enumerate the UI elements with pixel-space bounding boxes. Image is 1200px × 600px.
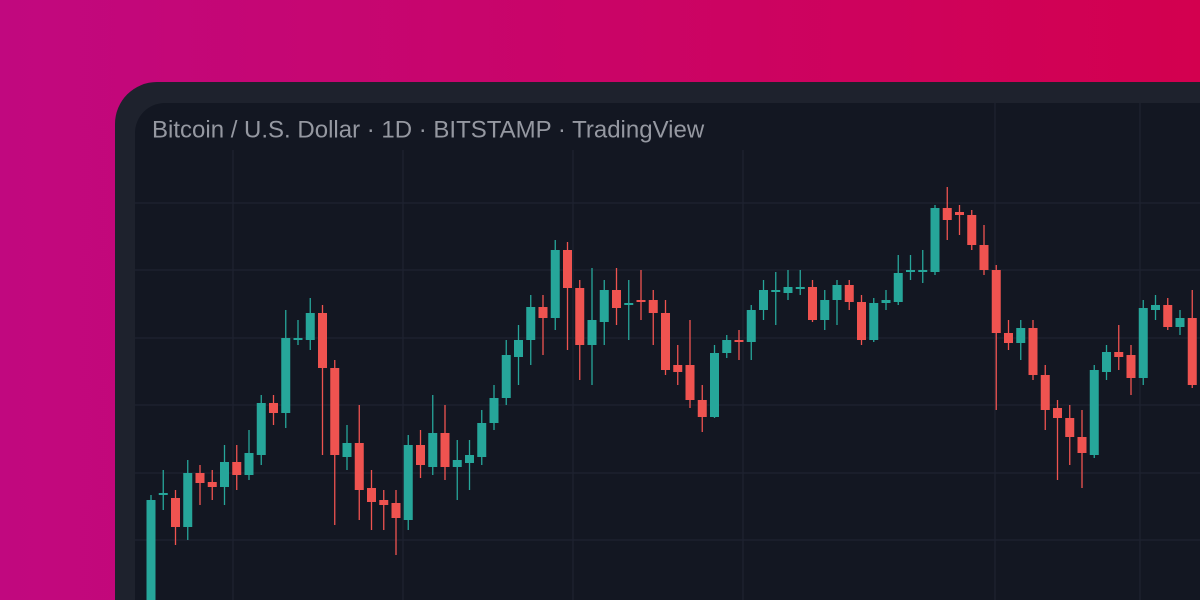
candles	[146, 187, 1197, 600]
candle-body	[183, 473, 193, 527]
candle-body	[991, 270, 1001, 333]
candle-body	[465, 455, 474, 463]
candle-body	[330, 368, 340, 455]
candle-body	[624, 303, 634, 305]
candle-body	[820, 300, 830, 320]
candle-body	[942, 208, 952, 220]
candle-body	[697, 400, 707, 417]
candle-body	[501, 355, 511, 398]
candle-body	[599, 290, 609, 322]
candle-body	[428, 433, 438, 467]
candle-body	[661, 313, 670, 370]
candle-body	[869, 303, 879, 340]
candle-body	[967, 215, 977, 245]
candle-body	[1138, 308, 1148, 378]
candle-body	[281, 338, 291, 413]
candle-body	[1102, 352, 1111, 372]
candle-body	[158, 493, 168, 495]
candle-body	[575, 288, 585, 345]
grid	[135, 103, 1200, 600]
candle-body	[930, 208, 940, 272]
candle-body	[318, 313, 327, 368]
candle-body	[171, 498, 180, 527]
candle-body	[673, 365, 683, 372]
candle-body	[232, 462, 242, 475]
candle-body	[746, 310, 756, 342]
candle-body	[1163, 305, 1173, 327]
candle-body	[1040, 375, 1050, 410]
candle-body	[857, 302, 866, 340]
candle-body	[440, 433, 450, 467]
candle-body	[207, 482, 217, 487]
candle-body	[1089, 370, 1099, 455]
candle-body	[477, 423, 487, 457]
candle-body	[612, 290, 621, 308]
chart-title: Bitcoin / U.S. Dollar · 1D · BITSTAMP · …	[152, 116, 705, 143]
candle-body	[489, 398, 499, 423]
candle-body	[795, 287, 805, 289]
candle-body	[685, 365, 695, 400]
candle-body	[955, 212, 964, 215]
candle-body	[1151, 305, 1160, 310]
candle-body	[550, 250, 560, 318]
candle-body	[587, 320, 597, 345]
candle-body	[1187, 318, 1197, 385]
candle-body	[220, 462, 229, 487]
candle-body	[452, 460, 462, 467]
candle-body	[293, 338, 303, 340]
candle-body	[195, 473, 205, 483]
candle-body	[893, 273, 903, 302]
candle-body	[538, 307, 548, 318]
candle-body	[403, 445, 413, 520]
candle-body	[722, 340, 732, 353]
candle-body	[354, 443, 364, 490]
candle-body	[844, 285, 854, 302]
candle-body	[783, 287, 793, 293]
candle-body	[1028, 328, 1038, 375]
candle-body	[832, 285, 842, 300]
candle-body	[367, 488, 376, 502]
candle-body	[269, 403, 278, 413]
candle-body	[1004, 333, 1013, 343]
candle-body	[710, 353, 719, 417]
candle-body	[1175, 318, 1185, 327]
candle-body	[648, 300, 658, 313]
candle-body	[256, 403, 266, 455]
candle-body	[391, 503, 401, 518]
candle-body	[514, 340, 523, 357]
candle-body	[244, 453, 254, 475]
candle-body	[379, 500, 389, 505]
candle-body	[808, 287, 817, 320]
candle-body	[305, 313, 315, 340]
candle-body	[526, 307, 536, 340]
candle-body	[416, 445, 425, 465]
candle-body	[146, 500, 156, 600]
candle-body	[636, 300, 646, 302]
candle-body	[918, 270, 928, 272]
candle-body	[342, 443, 352, 457]
candle-body	[1016, 328, 1026, 343]
candle-body	[1053, 408, 1062, 418]
candle-body	[906, 270, 915, 272]
candle-body	[979, 245, 989, 270]
candle-body	[1114, 352, 1124, 357]
candle-body	[759, 290, 768, 310]
candle-body	[771, 290, 781, 292]
candle-body	[1065, 418, 1075, 437]
candle-body	[1126, 355, 1136, 378]
candle-body	[1077, 437, 1087, 453]
candle-body	[563, 250, 572, 288]
candle-body	[734, 340, 744, 342]
candle-body	[881, 300, 891, 303]
